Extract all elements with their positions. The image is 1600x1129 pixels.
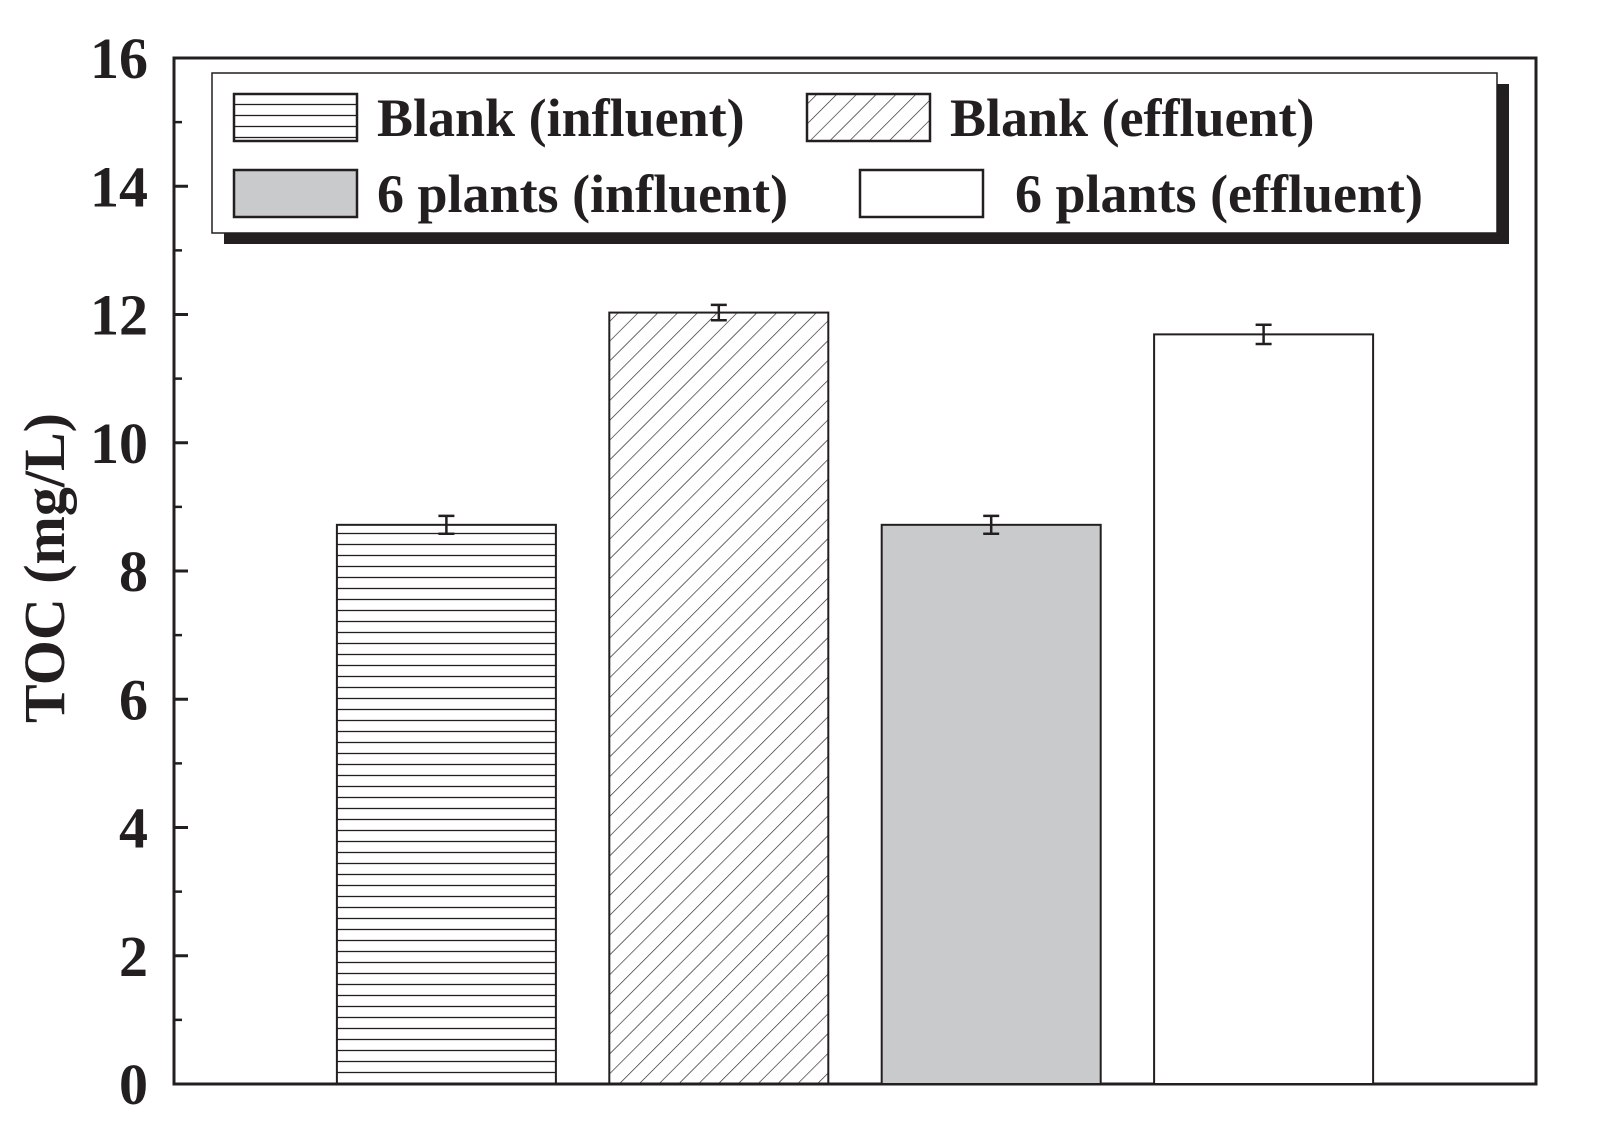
legend: Blank (influent) Blank (effluent) 6 plan… bbox=[211, 72, 1509, 244]
bars bbox=[335, 303, 1375, 1086]
legend-label-blank-effluent: Blank (effluent) bbox=[950, 88, 1315, 148]
y-tick-label: 10 bbox=[90, 411, 148, 476]
y-axis-ticks: 0 2 4 6 8 10 12 14 16 bbox=[90, 26, 188, 1117]
legend-label-plants-influent: 6 plants (influent) bbox=[377, 164, 788, 224]
bar bbox=[608, 311, 830, 1086]
bar bbox=[1153, 333, 1375, 1086]
bar bbox=[335, 523, 557, 1085]
y-tick-label: 0 bbox=[119, 1052, 148, 1117]
legend-swatch-blank-effluent bbox=[805, 92, 932, 143]
y-tick-label: 14 bbox=[90, 154, 148, 219]
bar bbox=[880, 523, 1102, 1085]
y-tick-label: 4 bbox=[119, 796, 148, 861]
y-tick-label: 12 bbox=[90, 283, 148, 348]
legend-swatch-plants-influent bbox=[232, 168, 359, 219]
y-tick-label: 8 bbox=[119, 539, 148, 604]
legend-label-plants-effluent: 6 plants (effluent) bbox=[1015, 164, 1423, 224]
y-tick-label: 16 bbox=[90, 26, 148, 91]
legend-swatch-blank-influent bbox=[232, 92, 359, 143]
y-axis-label: TOC (mg/L) bbox=[12, 413, 77, 723]
legend-label-blank-influent: Blank (influent) bbox=[377, 88, 745, 148]
y-tick-label: 2 bbox=[119, 924, 148, 989]
legend-swatch-plants-effluent bbox=[858, 168, 985, 219]
y-tick-label: 6 bbox=[119, 667, 148, 732]
